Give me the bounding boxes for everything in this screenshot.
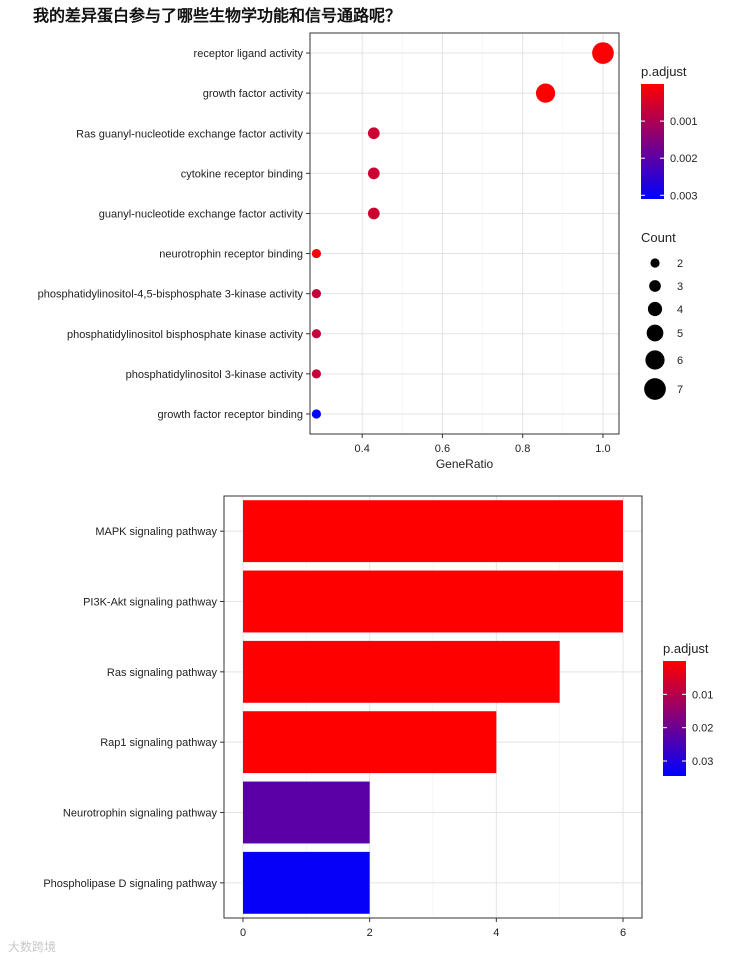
- color-legend-label: 0.001: [670, 116, 698, 128]
- y-tick-label: phosphatidylinositol-4,5-bisphosphate 3-…: [38, 289, 304, 301]
- size-legend-label: 5: [677, 328, 683, 340]
- color-legend-label: 0.003: [670, 190, 698, 202]
- plot-border: [223, 495, 643, 919]
- y-tick-label: phosphatidylinositol 3-kinase activity: [126, 369, 304, 381]
- size-legend-dot: [650, 258, 660, 268]
- size-legend-dot: [645, 350, 665, 370]
- y-tick-label: guanyl-nucleotide exchange factor activi…: [99, 208, 304, 220]
- bar: [243, 640, 560, 703]
- size-legend-label: 6: [677, 355, 683, 367]
- color-legend-title: p.adjust: [663, 641, 709, 656]
- x-axis-label: GeneRatio: [436, 457, 494, 471]
- data-point: [311, 248, 322, 259]
- y-tick-label: cytokine receptor binding: [181, 168, 303, 180]
- kegg-pathway-barplot: MAPK signaling pathway PI3K-Akt signaling…: [43, 495, 713, 939]
- y-tick-label: neurotrophin receptor binding: [159, 249, 303, 261]
- data-point: [311, 289, 322, 299]
- color-legend-label: 0.01: [692, 689, 713, 701]
- x-tick-label: 0.6: [435, 443, 450, 455]
- data-point: [367, 167, 380, 180]
- y-tick-label: PI3K-Akt signaling pathway: [83, 597, 217, 609]
- size-legend-dot: [647, 301, 663, 317]
- size-legend-label: 2: [677, 258, 683, 270]
- color-legend-bar: [663, 661, 686, 776]
- x-tick-label: 0.4: [355, 443, 370, 455]
- data-point: [311, 409, 322, 419]
- size-legend-label: 7: [677, 384, 683, 396]
- data-point: [535, 83, 556, 103]
- y-tick-label: receptor ligand activity: [194, 48, 304, 60]
- bar: [243, 781, 370, 844]
- y-tick-label: Rap1 signaling pathway: [100, 737, 217, 749]
- size-legend-title: Count: [641, 230, 676, 245]
- size-legend-dot: [649, 280, 661, 292]
- x-tick-label: 1.0: [595, 443, 610, 455]
- color-legend-label: 0.002: [670, 153, 698, 165]
- data-point: [311, 369, 322, 379]
- y-tick-label: Ras signaling pathway: [107, 667, 218, 679]
- watermark: 大数跨境: [8, 940, 57, 954]
- x-tick-label: 6: [620, 927, 626, 939]
- bar: [243, 500, 623, 563]
- color-legend-title: p.adjust: [641, 64, 687, 79]
- data-point: [311, 329, 322, 339]
- y-tick-label: MAPK signaling pathway: [95, 526, 217, 538]
- bar: [243, 711, 497, 774]
- color-legend-bar: [641, 84, 664, 199]
- go-enrichment-dotplot: receptor ligand activity growth factor ac…: [38, 32, 698, 471]
- data-point: [592, 42, 614, 64]
- size-legend-dot: [646, 324, 664, 342]
- bar: [243, 851, 370, 914]
- data-point: [367, 207, 380, 220]
- bar: [243, 570, 623, 633]
- plot-panel: [310, 33, 619, 434]
- x-tick-label: 0.8: [515, 443, 530, 455]
- y-tick-label: Phospholipase D signaling pathway: [43, 878, 217, 890]
- y-tick-label: phosphatidylinositol bisphosphate kinase…: [67, 329, 304, 341]
- color-legend-label: 0.03: [692, 756, 713, 768]
- y-tick-label: Neurotrophin signaling pathway: [63, 808, 218, 820]
- color-legend-label: 0.02: [692, 723, 713, 735]
- x-tick-label: 4: [493, 927, 499, 939]
- y-tick-label: growth factor activity: [203, 88, 304, 100]
- plot-border: [309, 32, 620, 435]
- x-tick-label: 0: [240, 927, 246, 939]
- size-legend-dot: [644, 378, 666, 400]
- data-point: [367, 127, 380, 140]
- page-title: 我的差异蛋白参与了哪些生物学功能和信号通路呢？: [33, 6, 402, 25]
- x-tick-label: 2: [367, 927, 373, 939]
- size-legend-label: 3: [677, 281, 683, 293]
- y-tick-label: growth factor receptor binding: [157, 409, 303, 421]
- y-tick-label: Ras guanyl-nucleotide exchange factor ac…: [76, 128, 303, 140]
- size-legend-label: 4: [677, 304, 683, 316]
